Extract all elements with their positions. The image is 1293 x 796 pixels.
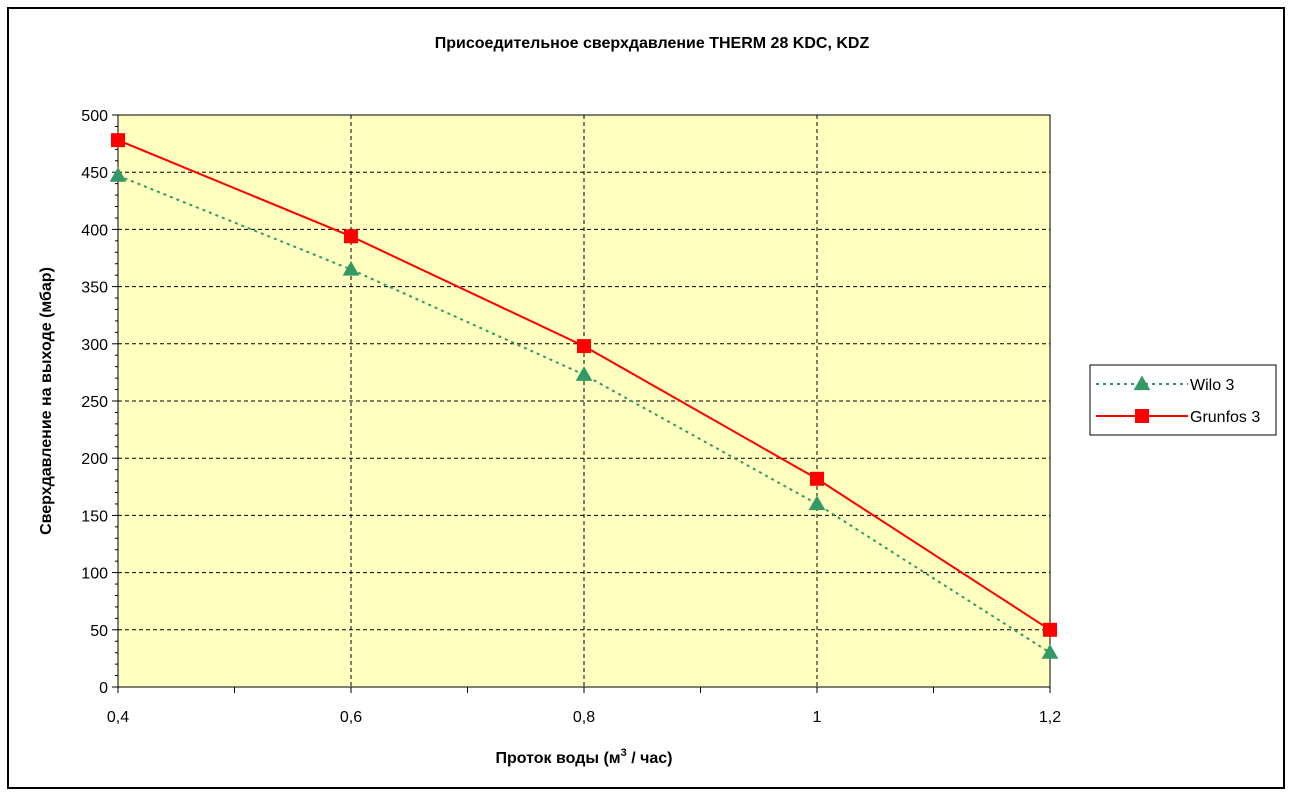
series-0-point-2: [575, 366, 593, 381]
series-0-point-0: [109, 167, 127, 182]
series-1-point-3: [810, 471, 824, 486]
y-tick-label-9: 450: [81, 165, 108, 182]
legend: Wilo 3 Grunfos 3: [1089, 364, 1277, 436]
series-0-point-1: [342, 260, 360, 276]
y-tick-label-2: 100: [81, 566, 108, 583]
series-1-point-4: [1043, 622, 1057, 637]
series-1-point-0: [111, 133, 125, 148]
x-tick-label-4: 1,2: [1039, 709, 1061, 726]
x-axis-title-superscript: 3: [621, 747, 627, 759]
x-tick-label-3: 1: [813, 709, 822, 726]
y-tick-label-7: 350: [81, 280, 108, 297]
y-tick-label-8: 400: [81, 222, 108, 239]
legend-marker-1: [1135, 409, 1149, 423]
y-tick-label-5: 250: [81, 394, 108, 411]
plot-area: 0 50 100 150 200 250 300 350 400 450 500 0,4 0,6 0,8 1…: [81, 108, 1061, 726]
x-axis-title-tail: / час): [627, 750, 673, 767]
legend-label-0: Wilo 3: [1190, 377, 1235, 394]
y-tick-label-0: 0: [99, 680, 108, 697]
legend-marker-0: [1133, 375, 1151, 391]
y-tick-label-6: 300: [81, 337, 108, 354]
series-1-point-1: [344, 229, 358, 244]
legend-box: [1089, 364, 1277, 436]
y-tick-label-3: 150: [81, 508, 108, 525]
y-axis-title: Сверхдавление на выходе (мбар): [38, 267, 55, 535]
series-1: [111, 133, 1057, 637]
x-axis-title-main: Проток воды (м: [496, 750, 621, 767]
x-tick-label-2: 0,8: [573, 709, 595, 726]
series-1-point-2: [577, 339, 591, 354]
x-tick-label-0: 0,4: [107, 709, 129, 726]
series-0: [109, 167, 1059, 659]
legend-label-1: Grunfos 3: [1190, 409, 1260, 426]
y-tick-label-4: 200: [81, 451, 108, 468]
series-0-point-3: [808, 495, 826, 511]
x-axis-title: Проток воды (м3 / час): [496, 747, 673, 767]
chart-title: Присоедительное сверхдавление THERM 28 K…: [435, 35, 870, 52]
x-tick-label-1: 0,6: [340, 709, 362, 726]
series-0-point-4: [1041, 644, 1059, 659]
y-tick-label-1: 50: [90, 623, 108, 640]
y-tick-label-10: 500: [81, 108, 108, 125]
